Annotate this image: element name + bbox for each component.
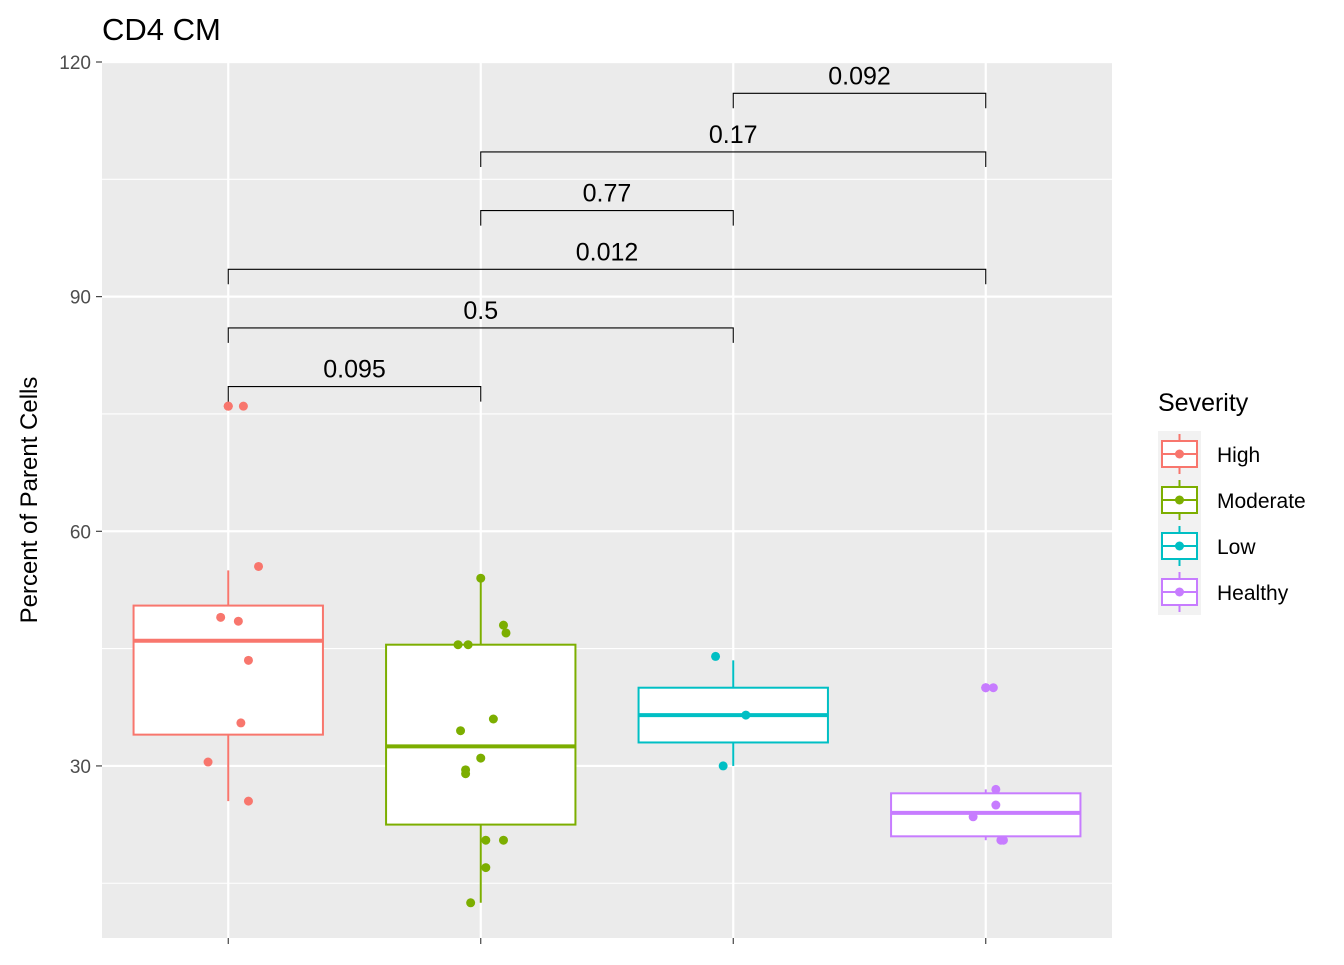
data-point (216, 612, 226, 622)
panel-background (102, 62, 1112, 938)
data-point (233, 616, 243, 626)
comparison-moderate-healthy: 0.17 (480, 121, 987, 167)
legend-item-moderate: Moderate (1158, 477, 1306, 523)
data-point (476, 573, 486, 583)
y-tick-label: 30 (70, 757, 91, 778)
data-point (481, 863, 491, 873)
data-point (501, 628, 511, 638)
p-value-label: 0.012 (576, 238, 639, 266)
comparison-high-moderate: 0.095 (227, 356, 482, 402)
data-point (988, 683, 998, 693)
box-group-high (132, 401, 324, 806)
p-value-label: 0.77 (583, 180, 632, 208)
legend-label: High (1217, 444, 1260, 467)
comparison-low-healthy: 0.092 (732, 62, 987, 109)
data-point (498, 835, 508, 845)
data-point (481, 835, 491, 845)
legend-label: Low (1217, 536, 1256, 559)
data-point (223, 401, 233, 411)
data-point (476, 753, 486, 763)
y-axis-title: Percent of Parent Cells (16, 377, 43, 624)
box-group-low (637, 651, 829, 771)
comparison-high-low: 0.5 (227, 297, 734, 343)
y-tick-label: 60 (70, 522, 91, 543)
data-point (968, 812, 978, 822)
legend-label: Moderate (1217, 490, 1306, 513)
data-point (236, 718, 246, 728)
box-group-healthy (890, 683, 1082, 845)
data-point (711, 651, 721, 661)
data-point (488, 714, 498, 724)
data-point (243, 796, 253, 806)
p-value-label: 0.095 (323, 356, 386, 384)
comparison-bracket (227, 327, 734, 343)
box-group-moderate (385, 573, 577, 908)
legend-key-point (1175, 541, 1184, 551)
comparison-moderate-low: 0.77 (480, 180, 734, 226)
comparison-bracket (227, 268, 987, 285)
data-point (453, 640, 463, 650)
plot-panel: 30 60 90 120 0.095 0.5 0.012 0.77 0.17 0.092 (59, 53, 1112, 944)
legend-key-point (1175, 449, 1184, 459)
chart-title: CD4 CM (102, 12, 221, 47)
data-point (991, 800, 1001, 810)
comparison-bracket (480, 210, 734, 226)
p-value-label: 0.5 (463, 297, 498, 325)
legend-key-point (1175, 495, 1184, 505)
data-point (991, 784, 1001, 794)
legend-key-point (1175, 587, 1184, 597)
comparison-bracket (732, 92, 987, 109)
data-point (203, 757, 213, 767)
data-point (243, 655, 253, 665)
legend: Severity High Moderate Low Healthy (1158, 389, 1306, 615)
data-point (498, 620, 508, 630)
data-point (461, 769, 471, 779)
legend-label: Healthy (1217, 582, 1289, 605)
data-point (238, 401, 248, 411)
legend-item-high: High (1158, 431, 1260, 477)
comparison-bracket (227, 386, 482, 402)
data-point (718, 761, 728, 771)
box-moderate (385, 643, 577, 826)
data-point (998, 835, 1008, 845)
data-point (254, 561, 264, 571)
data-point (463, 640, 473, 650)
legend-item-low: Low (1158, 523, 1256, 569)
data-point (981, 683, 991, 693)
box-high (132, 604, 324, 736)
data-point (741, 710, 751, 720)
y-tick-label: 90 (70, 288, 91, 309)
legend-title: Severity (1158, 389, 1249, 417)
comparison-high-healthy: 0.012 (227, 238, 987, 285)
legend-item-healthy: Healthy (1158, 569, 1289, 615)
comparison-bracket (480, 151, 987, 167)
data-point (456, 726, 466, 736)
y-tick-label: 120 (59, 53, 91, 74)
p-value-label: 0.092 (828, 62, 891, 90)
data-point (466, 898, 476, 908)
p-value-label: 0.17 (709, 121, 758, 149)
